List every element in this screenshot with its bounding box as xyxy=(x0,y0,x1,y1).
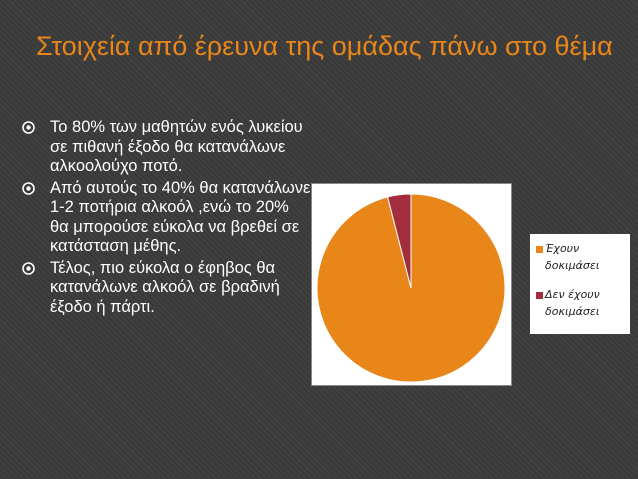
target-bullet-icon xyxy=(22,121,35,134)
bullet-text: Από αυτούς το 40% θα κατανάλωνε 1-2 ποτή… xyxy=(50,178,311,256)
chart-legend: Έχουν δοκιμάσει Δεν έχουν δοκιμάσει xyxy=(530,234,630,334)
pie-slice-2 xyxy=(387,193,412,289)
legend-swatch xyxy=(536,246,543,253)
legend-item: Έχουν δοκιμάσει xyxy=(536,240,625,274)
bullet-text: Το 80% των μαθητών ενός λυκείου σε πιθαν… xyxy=(50,118,303,175)
legend-item: Δεν έχουν δοκιμάσει xyxy=(536,286,625,320)
bullet-item: Τέλος, πιο εύκολα ο έφηβος θα κατανάλωνε… xyxy=(22,259,312,318)
bullet-item: Από αυτούς το 40% θα κατανάλωνε 1-2 ποτή… xyxy=(22,179,312,257)
pie-chart xyxy=(316,193,506,383)
target-bullet-icon xyxy=(22,261,35,275)
legend-label: Έχουν δοκιμάσει xyxy=(545,242,600,272)
bullet-item: Το 80% των μαθητών ενός λυκείου σε πιθαν… xyxy=(22,118,312,177)
legend-swatch xyxy=(536,292,543,299)
slide-title: Στοιχεία από έρευνα της ομάδας πάνω στο … xyxy=(36,31,613,61)
pie-chart-area xyxy=(311,183,512,386)
bullet-text: Τέλος, πιο εύκολα ο έφηβος θα κατανάλωνε… xyxy=(50,258,280,316)
legend-label: Δεν έχουν δοκιμάσει xyxy=(545,288,600,318)
bullet-list: Το 80% των μαθητών ενός λυκείου σε πιθαν… xyxy=(22,118,312,319)
target-bullet-icon xyxy=(22,181,35,195)
